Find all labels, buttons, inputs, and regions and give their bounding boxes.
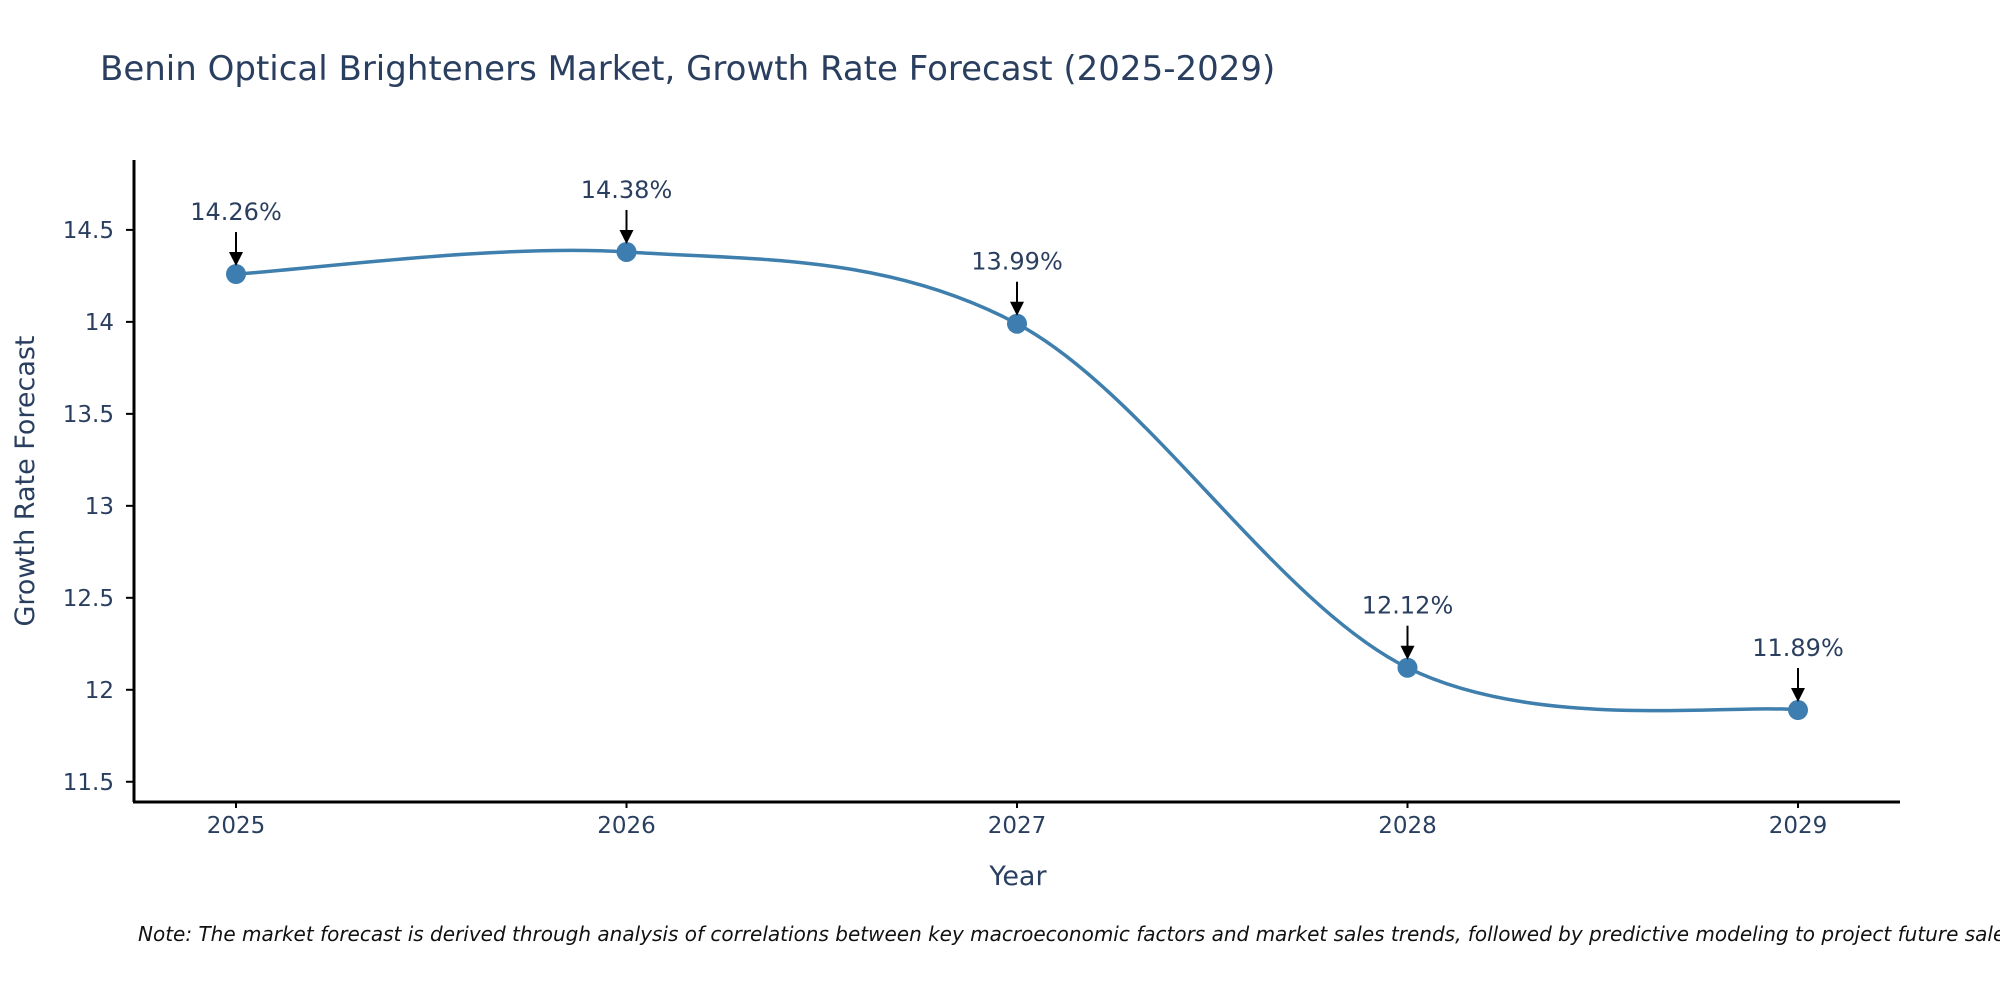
- data-label: 12.12%: [1362, 592, 1454, 620]
- data-label-annotations: 14.26% 14.38% 13.99% 12.12% 11.89%: [190, 176, 1844, 703]
- data-point-marker: [616, 241, 637, 262]
- x-tick-label: 2026: [597, 813, 656, 839]
- annotation-arrow-head: [1010, 301, 1024, 316]
- data-point-marker: [226, 264, 246, 285]
- growth-rate-series-line: [235, 248, 1799, 713]
- x-axis-title: Year: [988, 861, 1047, 892]
- y-axis-title: Growth Rate Forecast: [10, 335, 41, 626]
- data-point-marker: [1007, 313, 1027, 334]
- x-axis-ticks: 2025 2026 2027 2028 2029: [207, 802, 1828, 839]
- data-label: 14.38%: [581, 176, 673, 204]
- y-tick-label: 14: [85, 310, 114, 336]
- y-tick-label: 11.5: [63, 770, 114, 796]
- data-label: 13.99%: [971, 248, 1063, 276]
- forecast-note: Note: The market forecast is derived thr…: [138, 922, 2000, 946]
- chart-title: Benin Optical Brighteners Market, Growth…: [100, 49, 1275, 89]
- y-tick-label: 13: [85, 494, 114, 520]
- y-tick-label: 12: [85, 678, 114, 704]
- y-tick-label: 14.5: [63, 218, 114, 244]
- x-tick-label: 2028: [1378, 813, 1437, 839]
- x-tick-label: 2025: [207, 813, 266, 839]
- annotation-arrow-head: [1791, 688, 1805, 703]
- y-axis-ticks: 11.5 12 12.5 13 13.5 14 14.5: [63, 218, 134, 796]
- data-point-marker: [1788, 700, 1808, 721]
- x-tick-label: 2027: [988, 813, 1047, 839]
- annotation-arrow-head: [229, 252, 243, 267]
- data-label: 11.89%: [1752, 634, 1844, 662]
- data-point-marker: [1397, 657, 1418, 678]
- annotation-arrow-head: [1400, 645, 1415, 660]
- x-tick-label: 2029: [1769, 813, 1828, 839]
- y-tick-label: 13.5: [63, 402, 114, 428]
- data-label: 14.26%: [190, 198, 282, 226]
- annotation-arrow-head: [619, 229, 634, 244]
- data-point-markers: [226, 241, 1808, 721]
- y-tick-label: 12.5: [63, 586, 114, 612]
